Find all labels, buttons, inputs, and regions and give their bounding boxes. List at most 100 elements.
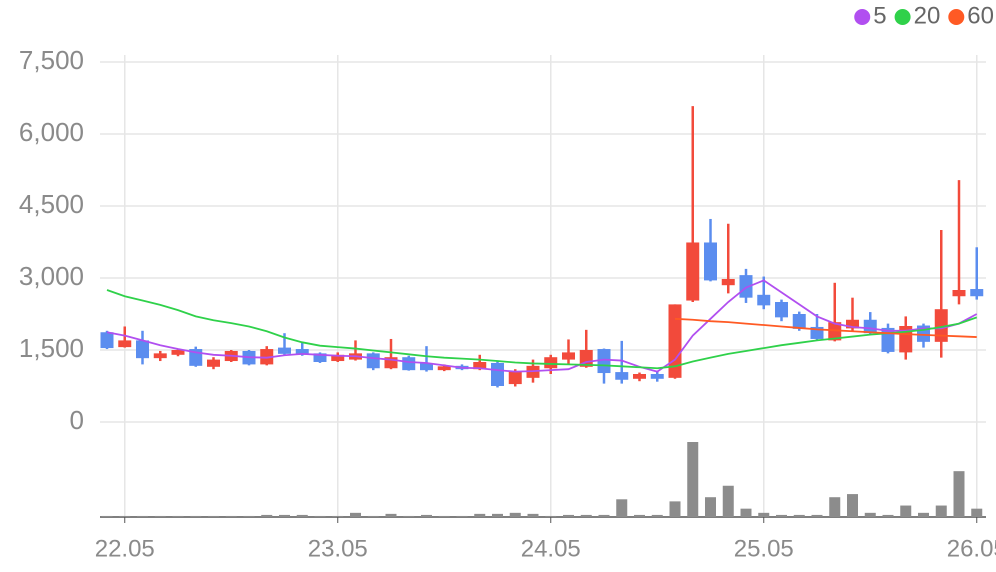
volume-bar xyxy=(314,515,326,517)
candle-body xyxy=(491,362,504,386)
volume-bar xyxy=(705,497,716,517)
volume-bar xyxy=(563,514,574,517)
volume-bar xyxy=(438,515,450,517)
y-tick-label: 1,500 xyxy=(19,333,84,363)
volume-bar xyxy=(634,514,645,517)
candle-body xyxy=(828,322,842,341)
x-tick-label: 25.05 xyxy=(734,535,794,562)
candle-body xyxy=(775,302,788,318)
candle-body xyxy=(633,374,646,379)
candle-body xyxy=(757,294,771,306)
candle-body xyxy=(739,275,753,298)
candle-body xyxy=(544,357,558,369)
legend-marker xyxy=(854,9,871,25)
candle-body xyxy=(846,319,859,329)
volume-bar xyxy=(154,515,166,517)
volume-bar xyxy=(190,515,202,517)
y-tick-label: 6,000 xyxy=(19,117,84,147)
candle-body xyxy=(313,353,327,362)
volume-bar xyxy=(971,508,983,517)
volume-bar xyxy=(119,515,131,517)
candle-body xyxy=(171,350,185,355)
x-tick-label: 23.05 xyxy=(308,535,368,562)
volume-bar xyxy=(421,514,432,517)
y-tick-label: 0 xyxy=(70,405,84,435)
volume-bar xyxy=(509,512,521,517)
y-tick-label: 4,500 xyxy=(19,189,84,219)
volume-bar xyxy=(332,515,344,517)
candle-body xyxy=(278,347,291,354)
volume-bar xyxy=(740,508,752,517)
volume-bar xyxy=(776,514,787,517)
legend-label: 60 xyxy=(967,2,994,29)
candle-body xyxy=(136,340,149,359)
volume-bar xyxy=(172,515,184,517)
volume-bar xyxy=(261,514,273,517)
volume-bar xyxy=(101,515,113,517)
candle-body xyxy=(366,353,380,369)
volume-bar xyxy=(492,513,503,517)
volume-bar xyxy=(811,514,823,517)
candle-body xyxy=(792,314,806,329)
candle-body xyxy=(508,371,522,385)
candle-body xyxy=(934,309,948,342)
ma-line xyxy=(674,317,977,338)
volume-bar xyxy=(225,515,237,517)
volume-bar xyxy=(882,514,894,517)
volume-bar xyxy=(456,515,468,517)
candle-body xyxy=(704,242,717,281)
legend-marker xyxy=(894,9,911,25)
volume-bar xyxy=(722,485,734,517)
candle-body xyxy=(100,332,114,349)
volume-bar xyxy=(829,497,841,517)
legend-marker xyxy=(948,9,965,25)
candle-body xyxy=(686,242,700,301)
volume-bar xyxy=(296,514,308,517)
volume-bar xyxy=(137,515,148,517)
candle-body xyxy=(721,278,735,286)
volume-bar xyxy=(758,512,770,517)
volume-bar xyxy=(918,512,929,517)
candle-body xyxy=(437,366,451,371)
volume-bar xyxy=(367,515,379,517)
candle-body xyxy=(260,349,274,365)
volume-bar xyxy=(616,499,628,517)
candle-body xyxy=(207,359,220,367)
volume-bar xyxy=(864,512,876,517)
legend-label: 5 xyxy=(873,2,886,29)
candle-body xyxy=(384,357,398,369)
volume-bar xyxy=(580,514,592,517)
candle-body xyxy=(970,289,984,297)
x-tick-label: 24.05 xyxy=(521,535,581,562)
volume-bar xyxy=(669,501,681,517)
volume-bar xyxy=(598,514,610,517)
candle-body xyxy=(615,372,629,380)
candle-body xyxy=(668,304,682,378)
candle-body xyxy=(650,374,664,379)
candle-body xyxy=(153,353,167,359)
volume-bar xyxy=(385,513,397,517)
candle-body xyxy=(473,362,487,370)
candle-body xyxy=(420,363,433,371)
candle-body xyxy=(952,290,966,297)
candle-body xyxy=(597,349,611,374)
candle-body xyxy=(863,319,877,334)
volume-bar xyxy=(651,514,663,517)
volume-bar xyxy=(793,514,805,517)
volume-bar xyxy=(243,515,255,517)
y-tick-label: 3,000 xyxy=(19,261,84,291)
x-tick-label: 22.05 xyxy=(95,535,155,562)
candle-body xyxy=(118,340,132,348)
candle-body xyxy=(562,352,575,360)
legend-label: 20 xyxy=(914,2,941,29)
volume-bar xyxy=(350,512,361,517)
volume-bar xyxy=(527,513,539,517)
ma-line xyxy=(106,279,978,373)
x-tick-label: 26.05 xyxy=(947,535,996,562)
candle-body xyxy=(402,357,416,371)
candle-body xyxy=(331,354,345,362)
volume-bar xyxy=(935,505,947,517)
volume-bar xyxy=(847,494,858,517)
volume-bar xyxy=(900,505,912,517)
